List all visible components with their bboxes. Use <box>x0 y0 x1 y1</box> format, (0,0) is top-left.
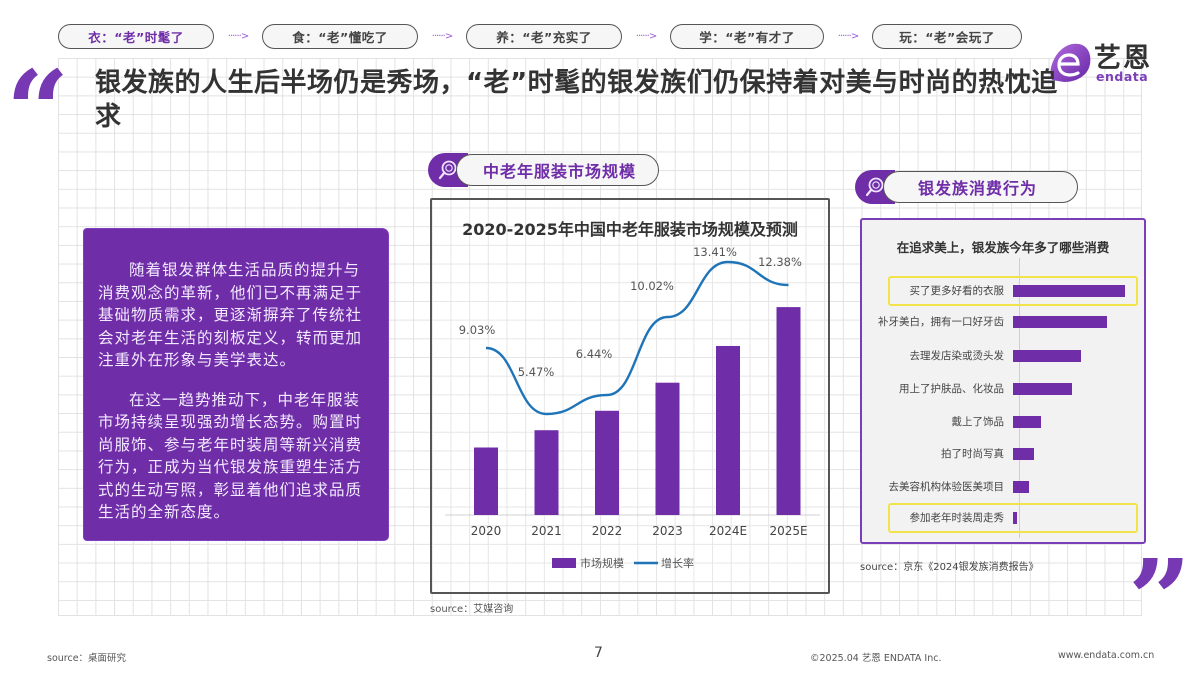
consumer-bar-row: 补牙美白，拥有一口好牙齿 <box>862 307 1148 337</box>
endata-logo-icon <box>1050 43 1091 82</box>
logo-english-text: endata <box>1096 69 1149 84</box>
step-arrow-icon: ······> <box>635 31 657 42</box>
consumer-bar-row: 去美容机构体验医美项目 <box>862 472 1148 502</box>
open-quote-icon: “ <box>6 46 70 175</box>
highlight-box-bottom <box>888 503 1138 533</box>
endata-logo: 艺恩 endata <box>1046 36 1176 88</box>
step-arrow-icon: ······> <box>431 31 453 42</box>
consumer-bar-label: 补牙美白，拥有一口好牙齿 <box>878 315 1004 328</box>
growth-rate-label: 10.02% <box>630 279 674 293</box>
growth-rate-label: 13.41% <box>693 245 737 259</box>
market-chart-source: source：艾媒咨询 <box>430 604 514 615</box>
market-section-title: 中老年服装市场规模 <box>456 154 660 186</box>
step-care[interactable]: 养：“老”充实了 <box>466 24 622 49</box>
growth-rate-label: 6.44% <box>576 347 613 361</box>
consumer-bar-label: 用上了护肤品、化妆品 <box>899 382 1004 395</box>
market-size-chart: 2020-2025年中国中老年服装市场规模及预测 2020 2021 2022 202… <box>430 198 830 594</box>
consumer-bar <box>1013 416 1041 428</box>
consumer-behavior-chart: 在追求美上，银发族今年多了哪些消费 买了更多好看的衣服补牙美白，拥有一口好牙齿去… <box>860 218 1146 544</box>
x-axis-label: 2022 <box>592 524 623 538</box>
consumer-chart-title: 在追求美上，银发族今年多了哪些消费 <box>896 240 1110 255</box>
consumer-bar <box>1013 481 1029 493</box>
consumer-bar-row: 戴上了饰品 <box>862 407 1148 437</box>
highlight-box-top <box>888 276 1138 306</box>
consumer-bar-row: 用上了护肤品、化妆品 <box>862 374 1148 404</box>
growth-rate-label: 9.03% <box>459 323 496 337</box>
footer-copyright: ©2025.04 艺恩 ENDATA Inc. <box>810 653 942 664</box>
legend-bar-swatch <box>552 558 576 568</box>
consumer-bar-row: 参加老年时装周走秀 <box>862 503 1148 533</box>
x-axis-label: 2020 <box>471 524 502 538</box>
step-arrow-icon: ······> <box>227 31 249 42</box>
consumer-section-header: 银发族消费行为 <box>855 170 1079 204</box>
x-axis-label: 2024E <box>709 524 747 538</box>
consumer-bar-row: 买了更多好看的衣服 <box>862 276 1148 306</box>
consumer-bar-label: 去理发店染或烫头发 <box>909 349 1005 362</box>
chart-axis-line <box>1019 258 1020 538</box>
consumer-bar <box>1013 448 1035 460</box>
consumer-chart-source: source：京东《2024银发族消费报告》 <box>860 562 1039 573</box>
consumer-bar-label: 去美容机构体验医美项目 <box>888 480 1005 493</box>
consumer-bar-row: 去理发店染或烫头发 <box>862 341 1148 371</box>
consumer-bar-label: 参加老年时装周走秀 <box>909 511 1005 524</box>
intro-paragraph-2: 在这一趋势推动下，中老年服装市场持续呈现强劲增长态势。购置时尚服饰、参与老年时装… <box>98 390 363 522</box>
footer-website[interactable]: www.endata.com.cn <box>1058 650 1155 661</box>
step-leisure[interactable]: 玩：“老”会玩了 <box>872 24 1022 49</box>
logo-chinese-text: 艺恩 <box>1094 43 1152 74</box>
consumer-section-title: 银发族消费行为 <box>883 171 1079 203</box>
step-learning[interactable]: 学：“老”有才了 <box>670 24 824 49</box>
intro-text-box: 随着银发群体生活品质的提升与消费观念的革新，他们已不再满足于基础物质需求，更逐渐… <box>84 229 388 540</box>
market-size-bar <box>776 307 801 515</box>
market-size-bar <box>655 382 680 515</box>
x-axis-label: 2025E <box>769 524 807 538</box>
intro-paragraph-1: 随着银发群体生活品质的提升与消费观念的革新，他们已不再满足于基础物质需求，更逐渐… <box>98 261 363 369</box>
x-axis-label: 2021 <box>531 524 562 538</box>
market-size-bar <box>716 345 740 515</box>
market-size-bar <box>595 410 619 515</box>
x-axis-label: 2023 <box>652 524 683 538</box>
growth-rate-label: 12.38% <box>758 255 802 269</box>
page-number: 7 <box>594 645 603 661</box>
consumer-bar <box>1013 316 1108 328</box>
growth-rate-line <box>485 260 789 416</box>
consumer-bar <box>1013 512 1018 524</box>
market-size-bar <box>474 447 498 515</box>
close-quote-icon: ” <box>1128 535 1192 664</box>
theme-steps: 衣：“老”时髦了 ······> 食：“老”懂吃了 ······> 养：“老”充… <box>58 24 1022 49</box>
page-headline: 银发族的人生后半场仍是秀场，“老”时髦的银发族们仍保持着对美与时尚的热忱追求 <box>95 68 1058 132</box>
legend-label: 市场规模 <box>580 556 624 570</box>
consumer-bar-label: 拍了时尚写真 <box>941 447 1004 460</box>
consumer-bar <box>1013 350 1082 362</box>
step-arrow-icon: ······> <box>837 31 859 42</box>
legend-label: 增长率 <box>661 556 694 570</box>
market-section-header: 中老年服装市场规模 <box>428 153 660 187</box>
market-chart-plot: 2020 2021 2022 2023 2024E 2025E 9.03% 5.47% 6.44… <box>445 245 820 570</box>
chart-title: 2020-2025年中国中老年服装市场规模及预测 <box>462 220 798 239</box>
consumer-bar <box>1013 383 1073 395</box>
consumer-bar-row: 拍了时尚写真 <box>862 439 1148 469</box>
consumer-bar-label: 戴上了饰品 <box>951 415 1005 428</box>
consumer-bar-label: 买了更多好看的衣服 <box>909 284 1005 297</box>
footer-source: source：桌面研究 <box>47 653 127 664</box>
market-size-bar <box>534 430 559 515</box>
step-clothing[interactable]: 衣：“老”时髦了 <box>58 24 214 49</box>
step-food[interactable]: 食：“老”懂吃了 <box>262 24 418 49</box>
growth-rate-label: 5.47% <box>518 365 555 379</box>
consumer-bar <box>1013 285 1125 297</box>
